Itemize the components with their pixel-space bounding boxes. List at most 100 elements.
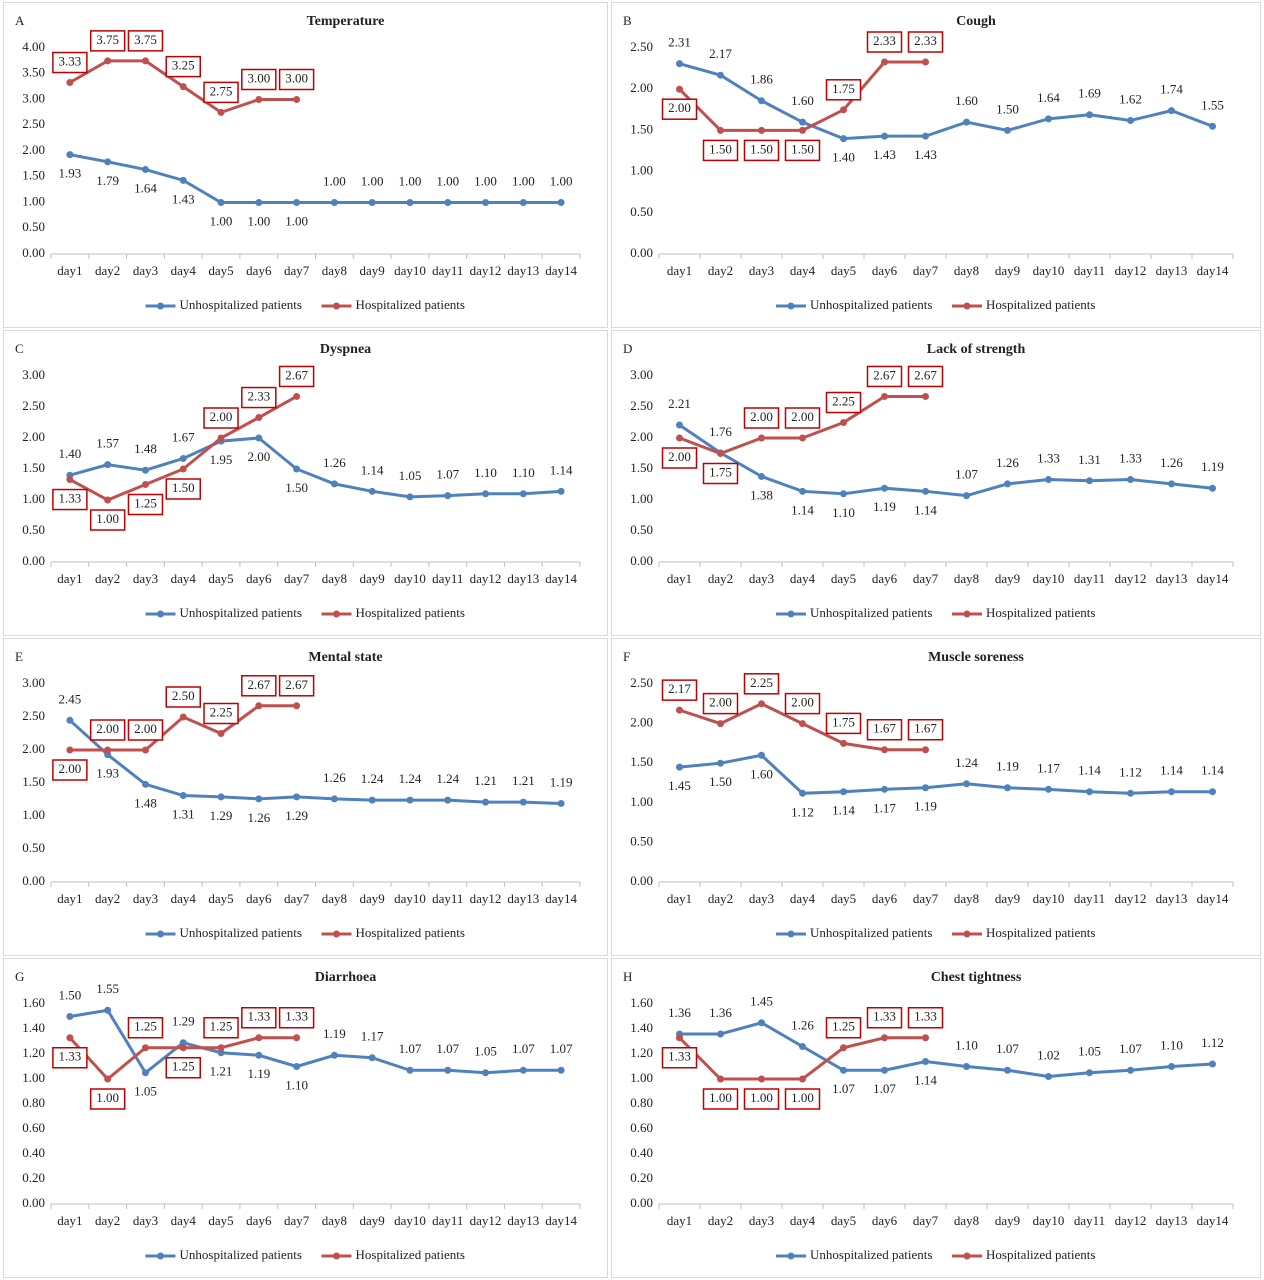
point	[840, 739, 847, 747]
data-label: 1.79	[96, 173, 119, 188]
data-label: 1.07	[873, 1081, 896, 1096]
data-label: 1.00	[399, 173, 422, 188]
x-tick-label: day2	[708, 891, 733, 906]
data-label: 1.19	[550, 774, 573, 789]
x-tick-label: day4	[790, 1213, 816, 1228]
data-label: 1.25	[172, 1059, 195, 1074]
data-label: 1.00	[474, 173, 497, 188]
point	[255, 1034, 263, 1042]
label-box	[89, 1088, 126, 1110]
x-tick-label: day13	[1156, 263, 1188, 278]
point	[519, 199, 527, 206]
legend-marker	[157, 930, 164, 938]
data-label: 1.17	[1037, 760, 1060, 775]
label-box	[52, 51, 88, 74]
data-label: 1.19	[873, 499, 896, 514]
y-tick-label: 3.00	[22, 367, 45, 382]
data-label: 1.00	[96, 1090, 119, 1105]
y-tick-label: 3.00	[22, 90, 45, 105]
point	[406, 199, 414, 206]
label-box	[825, 79, 862, 101]
label-box	[165, 686, 201, 708]
x-tick-label: day10	[1033, 263, 1065, 278]
data-label: 1.43	[873, 147, 896, 162]
chart-title: Cough	[956, 14, 996, 29]
point	[293, 1034, 301, 1042]
point	[141, 1069, 149, 1077]
data-label: 1.05	[474, 1044, 497, 1059]
series-line	[679, 62, 1214, 141]
y-tick-label: 0.40	[630, 1145, 653, 1160]
data-label: 1.14	[914, 502, 937, 517]
data-label: 1.24	[955, 755, 978, 770]
data-label: 1.50	[709, 774, 732, 789]
chart-title: Muscle soreness	[928, 650, 1024, 665]
panel-border	[611, 638, 1261, 956]
chart-panel: B Cough 0.00 0.50 1.00 1.50 2.00 2.50 day1 day2 da…	[611, 2, 1261, 328]
data-label: 1.26	[791, 1017, 814, 1032]
y-tick-label: 1.00	[22, 807, 45, 822]
y-tick-label: 1.20	[630, 1045, 653, 1060]
data-label: 1.21	[210, 1064, 233, 1079]
data-label: 1.25	[134, 1019, 157, 1034]
y-tick-label: 0.60	[630, 1120, 653, 1135]
label-box	[165, 1057, 201, 1079]
point	[1168, 480, 1175, 488]
data-label: 1.14	[791, 502, 814, 517]
point	[66, 1034, 74, 1042]
data-label: 1.00	[247, 213, 270, 228]
x-tick-label: day4	[171, 1213, 197, 1228]
point	[482, 1069, 490, 1077]
label-box	[866, 718, 903, 741]
x-tick-label: day1	[57, 891, 82, 906]
point	[1209, 122, 1216, 130]
data-label: 1.12	[1119, 764, 1142, 779]
data-label: 1.10	[955, 1037, 978, 1052]
point	[881, 1034, 888, 1042]
chart-panel: D Lack of strength 0.00 0.50 1.00 1.50 2.00 2.5…	[611, 330, 1261, 636]
label-box	[743, 139, 780, 162]
point	[368, 1054, 376, 1062]
x-tick-label: day7	[284, 263, 310, 278]
data-label: 1.50	[750, 141, 773, 156]
point	[444, 199, 452, 206]
data-label: 1.14	[832, 803, 855, 818]
label-box	[661, 447, 698, 469]
x-tick-label: day14	[545, 263, 577, 278]
x-tick-label: day3	[133, 263, 158, 278]
x-tick-label: day13	[1156, 1213, 1188, 1228]
data-label: 1.48	[134, 795, 157, 810]
series-line	[679, 753, 1213, 795]
label-box	[784, 139, 821, 162]
chart-panel: E Mental state 0.00 0.50 1.00 1.50 2.00 2.50 3.0…	[3, 638, 608, 956]
x-tick-label: day5	[831, 1213, 856, 1228]
data-label: 1.07	[436, 467, 459, 482]
point	[255, 795, 263, 803]
x-tick-label: day9	[995, 263, 1020, 278]
x-tick-label: day10	[1033, 891, 1065, 906]
point	[799, 126, 806, 134]
y-tick-label: 0.50	[630, 833, 653, 848]
point	[66, 79, 74, 87]
point	[557, 199, 565, 206]
legend-marker	[787, 610, 795, 618]
chart-title: Dyspnea	[320, 342, 371, 357]
y-tick-label: 0.00	[22, 553, 45, 568]
y-tick-label: 1.00	[630, 794, 653, 809]
x-tick-label: day1	[667, 1213, 692, 1228]
x-tick-label: day5	[208, 263, 233, 278]
data-label: 1.50	[285, 480, 308, 495]
y-tick-label: 0.00	[22, 245, 45, 260]
x-tick-label: day11	[432, 571, 463, 586]
point	[922, 392, 929, 400]
x-tick-label: day1	[667, 891, 692, 906]
data-label: 1.45	[668, 778, 691, 793]
data-label: 2.00	[791, 695, 814, 710]
legend-marker	[333, 930, 340, 938]
x-tick-label: day2	[95, 891, 120, 906]
point	[963, 780, 970, 788]
data-label: 1.00	[550, 173, 573, 188]
data-label: 1.57	[96, 436, 119, 451]
point	[330, 1051, 338, 1059]
y-tick-label: 2.50	[630, 675, 653, 690]
